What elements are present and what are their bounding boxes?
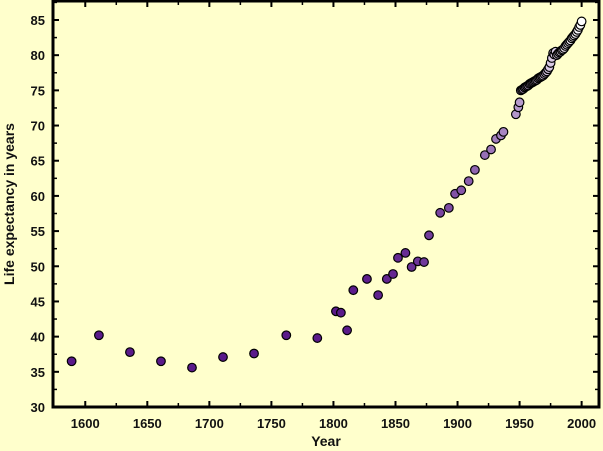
x-tick-label: 1750	[257, 416, 286, 431]
data-point	[406, 262, 417, 272]
data-point	[424, 230, 434, 241]
data-point	[94, 330, 104, 341]
y-tick-label: 80	[31, 48, 45, 63]
data-point	[463, 176, 474, 187]
data-point	[498, 126, 509, 137]
data-point	[373, 290, 384, 301]
data-point	[456, 185, 467, 196]
data-point	[156, 356, 166, 367]
y-tick-label: 60	[31, 189, 45, 204]
data-point	[400, 248, 411, 258]
data-point	[419, 257, 429, 267]
x-tick-label: 1800	[319, 416, 348, 431]
data-point	[393, 252, 403, 263]
data-point	[362, 274, 372, 284]
y-tick-label: 30	[31, 400, 45, 415]
data-point	[249, 348, 259, 359]
data-point	[435, 207, 446, 218]
x-tick-label: 1850	[381, 416, 410, 431]
y-tick-label: 35	[31, 365, 45, 380]
data-point	[479, 150, 490, 160]
data-point	[576, 16, 587, 27]
x-tick-label: 1650	[133, 416, 162, 431]
y-tick-label: 75	[31, 83, 45, 98]
data-point	[443, 202, 454, 213]
data-point	[348, 285, 359, 296]
y-tick-label: 85	[31, 13, 45, 28]
data-point	[335, 307, 346, 318]
data-point	[470, 164, 480, 175]
axis-ticks: 1600 1650 1700 1750 1800 1850 1900 1950 2000 30 35…	[31, 1, 599, 431]
y-tick-label: 70	[31, 119, 45, 134]
y-tick-label: 55	[31, 224, 45, 239]
data-point	[514, 97, 525, 108]
x-tick-label: 1900	[443, 416, 472, 431]
data-points	[66, 16, 587, 373]
x-axis-title: Year	[311, 433, 341, 449]
y-tick-label: 50	[31, 259, 45, 274]
x-tick-label: 1700	[195, 416, 224, 431]
x-tick-label: 2000	[567, 416, 596, 431]
data-point	[125, 347, 135, 358]
x-tick-label: 1950	[505, 416, 534, 431]
y-tick-label: 45	[31, 294, 45, 309]
x-tick-label: 1600	[71, 416, 100, 431]
data-point	[342, 325, 352, 336]
data-point	[486, 144, 496, 155]
data-point	[312, 333, 323, 343]
data-point	[218, 352, 228, 362]
data-point	[388, 269, 398, 279]
data-point	[66, 356, 77, 367]
y-tick-label: 65	[31, 154, 45, 169]
data-point	[381, 274, 392, 284]
data-point	[187, 362, 197, 373]
y-axis-title: Life expectancy in years	[1, 123, 17, 285]
data-point	[281, 330, 292, 341]
plot-frame	[51, 0, 601, 409]
y-tick-label: 40	[31, 330, 45, 345]
